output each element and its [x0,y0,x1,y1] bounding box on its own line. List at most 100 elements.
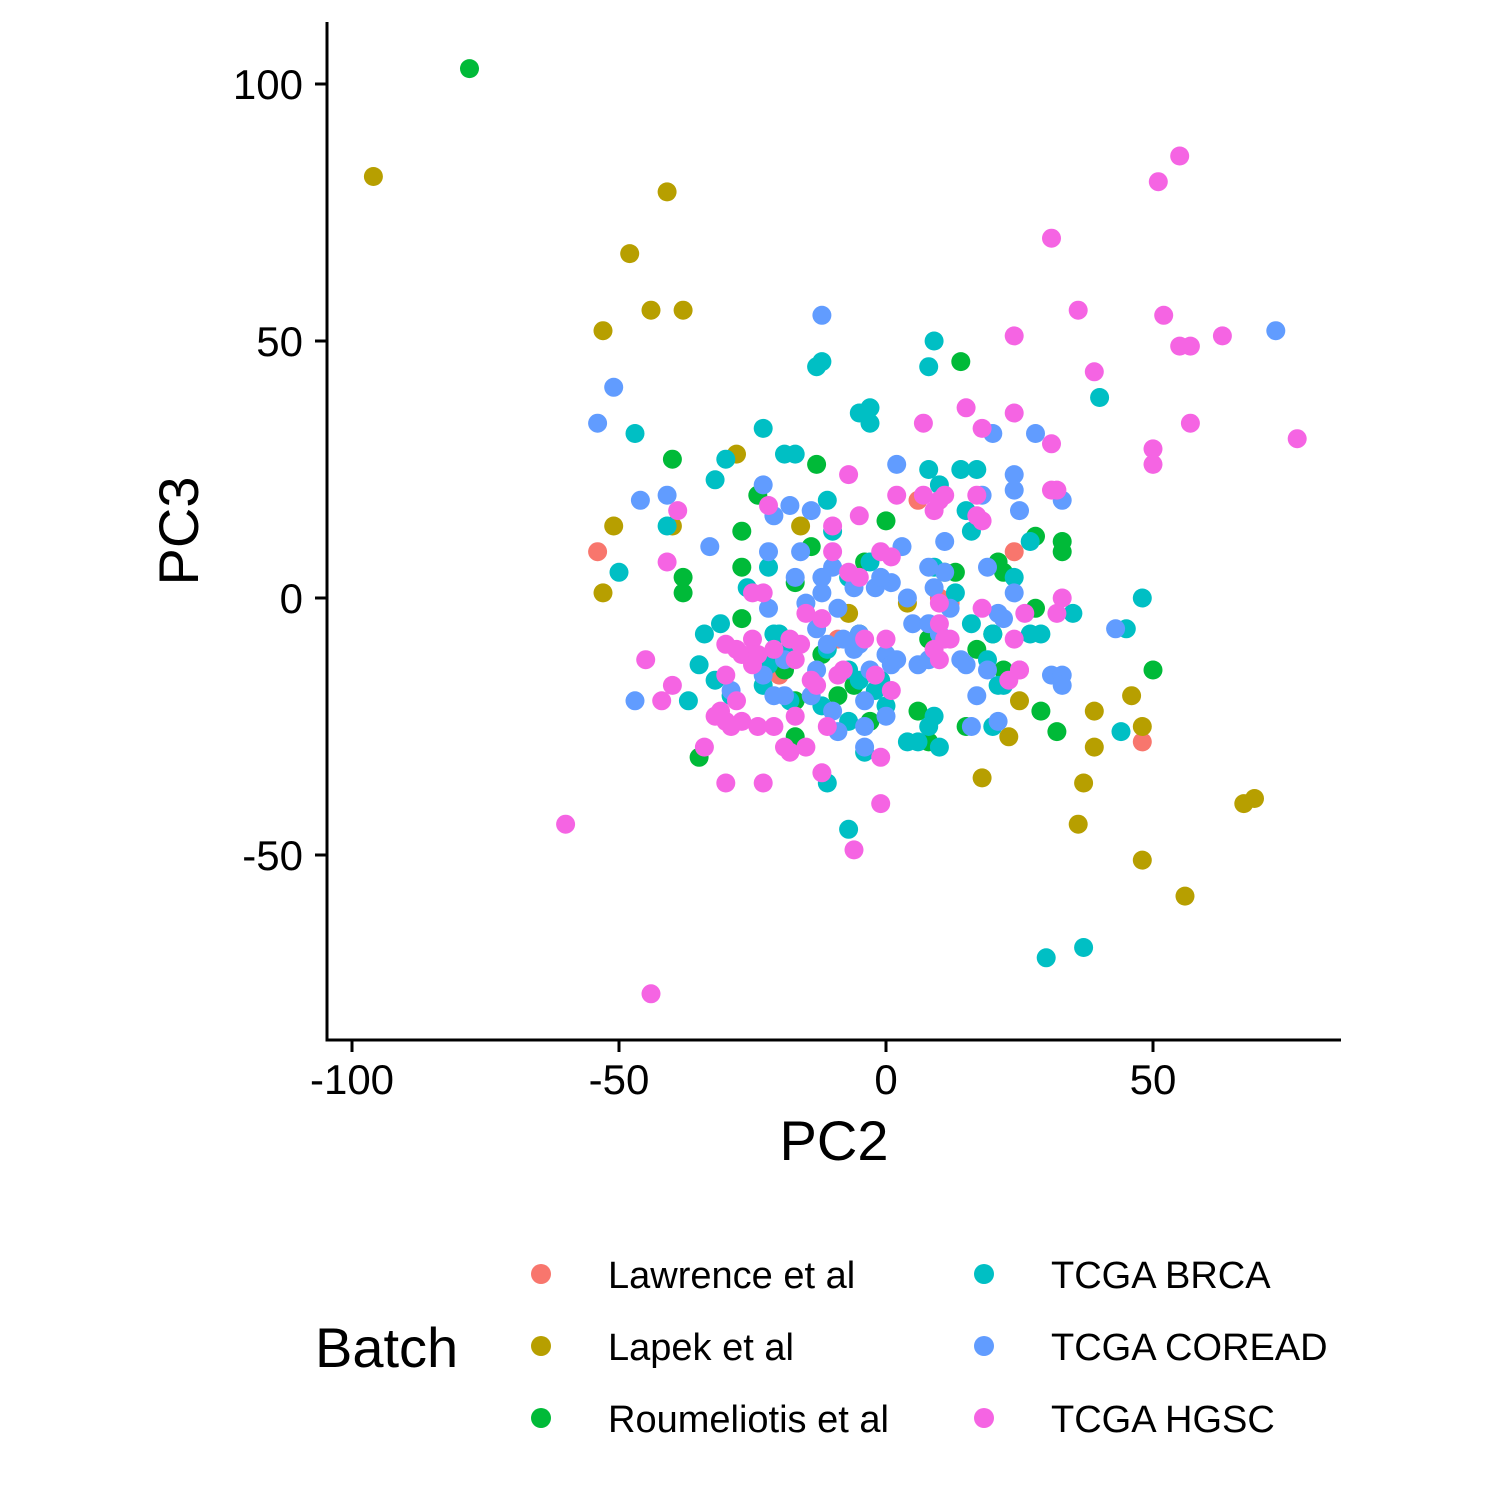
data-point [1004,480,1024,500]
data-point [785,706,805,726]
data-point [593,583,613,603]
data-point [855,717,875,736]
legend-key [531,1264,551,1284]
data-point [1074,938,1094,957]
x-axis-title: PC2 [780,1109,889,1172]
data-point [967,686,987,706]
data-point [764,717,784,736]
data-point [1036,948,1056,968]
data-point [881,547,901,567]
data-point [716,773,736,793]
data-point [887,454,907,474]
x-tick-label: 50 [1130,1056,1177,1103]
data-point [1084,362,1104,382]
data-point [935,485,955,505]
data-point [935,532,955,551]
legend: Batch Lawrence et al Lapek et al Roumeliot… [315,1255,1328,1441]
data-point [887,650,907,670]
data-point [812,763,832,783]
data-point [1154,305,1174,325]
data-point [780,496,800,515]
data-point [1143,454,1163,474]
data-point [662,675,682,695]
data-point [743,629,762,649]
data-point [668,501,688,521]
data-point [919,460,939,479]
data-point [1020,624,1040,644]
data-point [1090,388,1110,407]
legend-key [531,1408,551,1428]
x-tick-label: 0 [874,1056,897,1103]
data-point [673,300,693,320]
data-point [1266,321,1286,341]
data-point [903,614,923,634]
data-point [1063,603,1083,623]
data-point [1026,424,1045,443]
data-point [924,706,944,726]
data-point [956,655,976,675]
data-point [1010,501,1029,521]
legend-label: Roumeliotis et al [608,1399,889,1441]
points-layer [363,59,1307,1004]
data-point [748,645,768,664]
data-point [1052,675,1072,695]
data-point [604,377,624,397]
data-point [1004,542,1024,562]
data-point [1047,603,1067,623]
legend-item: TCGA COREAD [974,1327,1328,1369]
data-point [1106,619,1126,639]
data-point [1180,336,1200,356]
data-point [556,814,576,834]
legend-item: Roumeliotis et al [531,1399,889,1441]
data-point [881,681,901,700]
data-point [1132,717,1152,736]
data-point [871,567,891,587]
data-point [700,537,720,557]
data-point [1068,814,1088,834]
data-point [817,490,837,510]
data-point [1052,588,1072,608]
data-point [753,773,773,793]
data-point [967,485,987,505]
data-point [945,583,965,603]
data-point [823,542,843,562]
data-point [1068,300,1088,320]
data-point [919,557,939,577]
data-point [753,418,773,438]
data-point [844,840,864,860]
data-point [839,819,859,839]
data-point [876,629,896,649]
data-point [716,665,736,685]
data-point [620,244,640,264]
data-point [732,711,752,731]
data-point [817,717,837,736]
data-point [876,706,896,726]
legend-label: Lapek et al [608,1327,794,1369]
series-lapek-et-al [363,167,1264,906]
data-point [924,501,944,521]
legend-key [974,1264,994,1284]
data-point [1084,701,1104,721]
data-point [972,598,992,618]
data-point [1143,660,1163,680]
data-point [748,717,768,736]
data-point [641,300,661,320]
data-point [1042,480,1061,500]
data-point [972,418,992,438]
data-point [849,567,869,587]
data-point [1015,603,1035,623]
data-point [657,516,677,536]
data-point [823,516,843,536]
data-point [678,691,698,711]
data-point [732,557,752,577]
data-point [743,583,762,603]
data-point [625,424,645,443]
legend-label: Lawrence et al [608,1255,855,1297]
data-point [833,660,853,680]
data-point [978,660,997,680]
data-point [817,634,837,654]
data-point [785,650,805,670]
y-axis-title: PC3 [147,477,210,586]
data-point [711,614,730,634]
data-point [732,521,752,541]
